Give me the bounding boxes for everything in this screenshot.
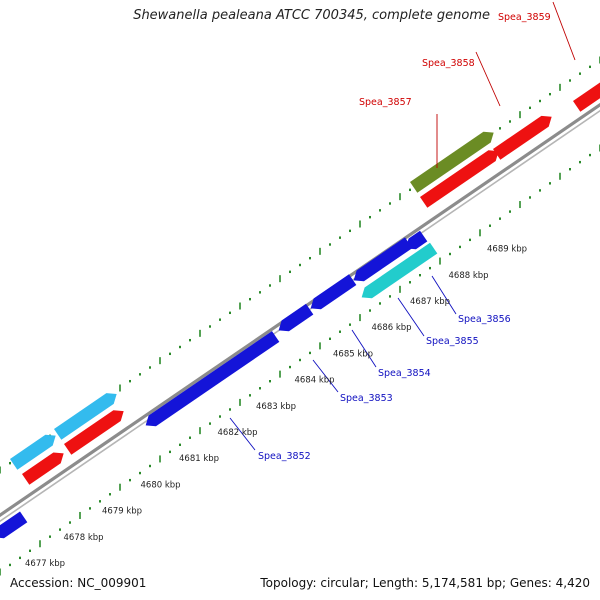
gene-red-b-shape[interactable]	[64, 406, 127, 455]
gene-red-b[interactable]	[64, 406, 127, 455]
label-leader-lines	[229, 1, 576, 451]
gene-spea-3852-shape[interactable]	[142, 331, 280, 431]
scale-label: 4678 kbp	[64, 533, 104, 543]
gene-blue-edge[interactable]	[0, 511, 28, 542]
gene-red-a-shape[interactable]	[22, 448, 67, 485]
gene-label-reverse[interactable]: Spea_3852	[258, 451, 311, 462]
leader-line-reverse	[229, 417, 256, 451]
gene-spea-3858-shape[interactable]	[493, 111, 555, 160]
gene-label-forward[interactable]: Spea_3858	[422, 58, 475, 69]
inner-tick-row	[0, 144, 600, 576]
gene-labels: Spea_3857 Spea_3858 Spea_3859 Spea_3852 Spea…	[258, 12, 551, 462]
scale-label: 4687 kbp	[410, 297, 450, 307]
gene-blue-small[interactable]	[402, 230, 428, 254]
gene-spea-3853-shape[interactable]	[275, 303, 314, 336]
gene-spea-3858[interactable]	[493, 111, 555, 160]
gene-label-reverse[interactable]: Spea_3854	[378, 368, 431, 379]
gene-label-forward[interactable]: Spea_3857	[359, 97, 412, 108]
scale-label: 4677 kbp	[25, 559, 65, 569]
gene-label-reverse[interactable]: Spea_3853	[340, 393, 393, 404]
gene-spea-3854[interactable]	[307, 274, 357, 313]
scale-label: 4686 kbp	[372, 323, 412, 333]
accession-text: Accession: NC_009901	[10, 576, 147, 590]
leader-line-forward	[552, 1, 576, 61]
genome-title: Shewanella pealeana ATCC 700345, complet…	[133, 8, 490, 23]
leader-line-forward	[475, 51, 501, 107]
gene-spea-3855-shape[interactable]	[350, 237, 413, 285]
scale-label: 4685 kbp	[333, 349, 373, 359]
gene-spea-3856-shape[interactable]	[358, 242, 438, 303]
leader-line-reverse	[312, 359, 339, 393]
genome-summary-text: Topology: circular; Length: 5,174,581 bp…	[260, 576, 590, 590]
gene-spea-3855[interactable]	[350, 237, 413, 285]
gene-spea-3853[interactable]	[275, 303, 314, 336]
gene-spea-3857[interactable]	[420, 146, 502, 208]
gene-blue-edge-shape[interactable]	[0, 511, 28, 542]
scale-label: 4683 kbp	[256, 402, 296, 412]
leader-line-reverse	[351, 329, 377, 368]
gene-olive-shape[interactable]	[410, 127, 497, 193]
gene-spea-3857-shape[interactable]	[420, 146, 502, 208]
leader-line-reverse	[397, 297, 425, 337]
leader-line-reverse	[431, 275, 457, 315]
gene-spea-3854-shape[interactable]	[307, 274, 357, 313]
scale-labels: 4677 kbp 4678 kbp 4679 kbp 4680 kbp 4681 kbp…	[25, 245, 527, 569]
scale-label: 4684 kbp	[295, 376, 335, 386]
scale-label: 4681 kbp	[179, 454, 219, 464]
gene-lightblue-b[interactable]	[54, 389, 120, 440]
gene-lightblue-a[interactable]	[10, 430, 59, 470]
scale-label: 4680 kbp	[141, 480, 181, 490]
gene-spea-3852[interactable]	[142, 331, 280, 431]
gene-lightblue-a-shape[interactable]	[10, 430, 59, 470]
scale-label: 4689 kbp	[487, 245, 527, 255]
gene-olive[interactable]	[410, 127, 497, 193]
scale-label: 4682 kbp	[218, 428, 258, 438]
gene-label-reverse[interactable]: Spea_3855	[426, 336, 479, 347]
scale-label: 4688 kbp	[449, 271, 489, 281]
gene-features	[0, 72, 600, 542]
scale-label: 4679 kbp	[102, 507, 142, 517]
gene-spea-3856[interactable]	[358, 242, 438, 303]
gene-red-a[interactable]	[22, 448, 67, 485]
gene-label-reverse[interactable]: Spea_3856	[458, 314, 511, 325]
gene-spea-3859-shape[interactable]	[573, 72, 600, 112]
gene-label-forward[interactable]: Spea_3859	[498, 12, 551, 23]
gene-lightblue-b-shape[interactable]	[54, 389, 120, 440]
gene-spea-3859[interactable]	[573, 72, 600, 112]
gene-blue-small-shape[interactable]	[402, 230, 428, 254]
